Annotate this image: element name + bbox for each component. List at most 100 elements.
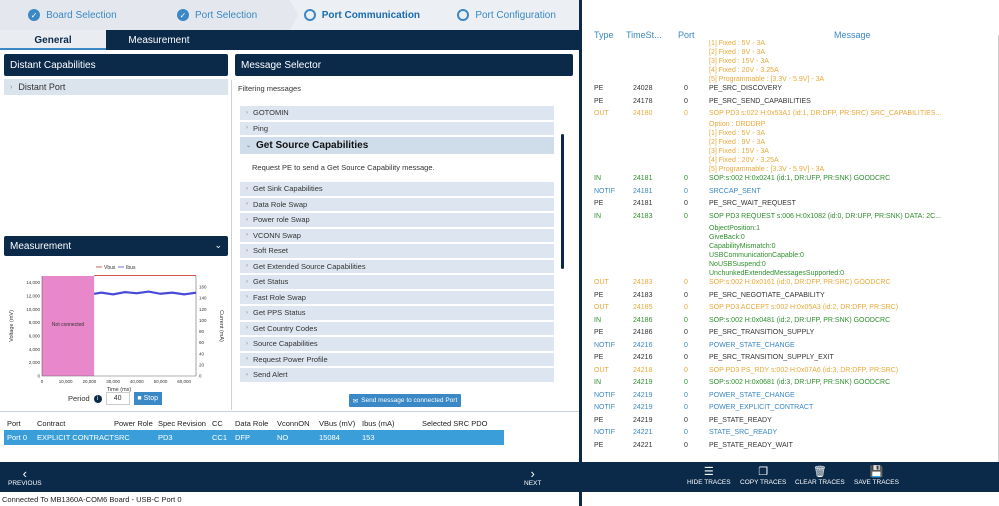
message-item[interactable]: › Request Power Profile: [240, 352, 554, 366]
trace-row[interactable]: NOTIF 24219 0 POWER_EXPLICIT_CONTRACT: [582, 404, 999, 417]
message-item[interactable]: › Power role Swap: [240, 213, 554, 227]
trace-row[interactable]: PE 24216 0 PE_SRC_TRANSITION_SUPPLY_EXIT: [582, 354, 999, 367]
trace-row-continuation[interactable]: [4] Fixed : 20V - 3.25A: [582, 67, 999, 76]
previous-label: PREVIOUS: [8, 480, 42, 487]
panel-splitter[interactable]: [579, 0, 582, 506]
send-message-button[interactable]: ✉ Send message to connected Port: [349, 394, 461, 407]
message-item[interactable]: › Get Status: [240, 275, 554, 289]
message-item[interactable]: › Get PPS Status: [240, 306, 554, 320]
port-table-cell: DFP: [235, 433, 250, 442]
trace-row[interactable]: NOTIF 24216 0 POWER_STATE_CHANGE: [582, 342, 999, 355]
stop-button[interactable]: ■ Stop: [133, 392, 162, 405]
trace-row-continuation[interactable]: [5] Programmable : [3.3V - 5.9V] - 3A: [582, 76, 999, 85]
trace-row[interactable]: PE 24221 0 PE_STATE_READY_WAIT: [582, 442, 999, 455]
save-traces-button[interactable]: 💾 SAVE TRACES: [854, 465, 899, 486]
message-label: Get Source Capabilities: [256, 140, 369, 151]
message-label: Power role Swap: [253, 215, 310, 225]
info-icon[interactable]: i: [93, 394, 102, 403]
message-item-expanded[interactable]: ⌄ Get Source Capabilities: [240, 137, 554, 154]
message-list-scrollbar[interactable]: [561, 134, 564, 269]
copy-traces-button[interactable]: ❐ COPY TRACES: [740, 465, 786, 486]
trace-row-continuation[interactable]: ObjectPosition:1: [582, 225, 999, 234]
trace-type: NOTIF: [594, 341, 615, 349]
trace-message-detail: [5] Programmable : [3.3V - 5.9V] - 3A: [709, 76, 825, 83]
trace-row[interactable]: NOTIF 24181 0 SRCCAP_SENT: [582, 188, 999, 201]
y-axis-label: Voltage (mV): [9, 310, 15, 342]
trace-row-continuation[interactable]: [3] Fixed : 15V - 3A: [582, 58, 999, 67]
message-item[interactable]: › VCONN Swap: [240, 228, 554, 242]
trace-row[interactable]: IN 24183 0 SOP PD3 REQUEST s:006 H:0x1082 (…: [582, 213, 999, 226]
next-button[interactable]: › NEXT: [524, 462, 541, 492]
trace-row-continuation[interactable]: GiveBack:0: [582, 234, 999, 243]
trace-timestamp: 24216: [633, 354, 653, 361]
y2-tick-label: 80: [199, 329, 205, 334]
trace-row[interactable]: PE 24028 0 PE_SRC_DISCOVERY: [582, 85, 999, 98]
col-port[interactable]: Port: [678, 30, 695, 40]
port-table-header-cell: Port: [7, 419, 21, 428]
period-input[interactable]: 40: [105, 392, 130, 405]
trace-row[interactable]: IN 24186 0 SOP:s:002 H:0x0481 (id:2, DR:UFP…: [582, 317, 999, 330]
trace-type: PE: [594, 97, 604, 105]
trace-row[interactable]: PE 24178 0 PE_SRC_SEND_CAPABILITIES: [582, 98, 999, 111]
trace-header: Type TimeSt... Port Message: [582, 30, 999, 42]
tab-general[interactable]: General: [0, 30, 106, 50]
col-timestamp[interactable]: TimeSt...: [626, 30, 662, 40]
trace-row-continuation[interactable]: [1] Fixed : 5V - 3A: [582, 130, 999, 139]
message-item[interactable]: › Ping: [240, 121, 554, 135]
step-port-selection[interactable]: ✓ Port Selection: [144, 0, 298, 30]
message-item[interactable]: › Get Sink Capabilities: [240, 182, 554, 196]
trace-row-continuation[interactable]: UnchunkedExtendedMessagesSupported:0: [582, 270, 999, 279]
trace-row[interactable]: OUT 24183 0 SOP:s:002 H:0x0161 (id:0, DR:DF…: [582, 279, 999, 292]
trace-message: POWER_EXPLICIT_CONTRACT: [709, 404, 814, 411]
message-item[interactable]: › Get Country Codes: [240, 321, 554, 335]
message-item[interactable]: › Fast Role Swap: [240, 290, 554, 304]
trace-row-continuation[interactable]: USBCommunicationCapable:0: [582, 252, 999, 261]
previous-button[interactable]: ‹ PREVIOUS: [8, 462, 42, 492]
distant-port-item[interactable]: › Distant Port: [4, 79, 228, 95]
trace-row-continuation[interactable]: [5] Programmable : [3.3V - 5.9V] - 3A: [582, 166, 999, 175]
trace-row[interactable]: IN 24181 0 SOP:s:002 H:0x0241 (id:1, DR:UFP…: [582, 175, 999, 188]
message-item[interactable]: › Get Extended Source Capabilities: [240, 259, 554, 273]
measurement-header[interactable]: Measurement ⌄: [4, 236, 228, 256]
trace-timestamp: 24221: [633, 441, 653, 449]
trace-row[interactable]: OUT 24180 0 SOP PD3 s:022 H:0x53A1 (id:1, D…: [582, 110, 999, 121]
message-item[interactable]: › Soft Reset: [240, 244, 554, 258]
trace-row-continuation[interactable]: [2] Fixed : 9V - 3A: [582, 49, 999, 58]
hide-traces-button[interactable]: ☰ HIDE TRACES: [687, 465, 731, 486]
trace-row-continuation[interactable]: [1] Fixed : 5V - 3A: [582, 40, 999, 49]
distant-capabilities-header: Distant Capabilities: [4, 54, 228, 76]
col-type[interactable]: Type: [594, 30, 614, 40]
table-row[interactable]: Port 0 EXPLICIT CONTRACT SRC PD3 CC1 DFP NO 150…: [4, 430, 504, 445]
send-icon: ✉: [352, 397, 359, 405]
message-label: Get Status: [253, 277, 289, 287]
message-item[interactable]: › Send Alert: [240, 368, 554, 382]
trace-row-continuation[interactable]: [2] Fixed : 9V - 3A: [582, 139, 999, 148]
trace-row-continuation[interactable]: [4] Fixed : 20V - 3.25A: [582, 157, 999, 166]
trace-row-continuation[interactable]: [3] Fixed : 15V - 3A: [582, 148, 999, 157]
step-board-selection[interactable]: ✓ Board Selection: [0, 0, 153, 30]
trace-row-continuation[interactable]: NoUSBSuspend:0: [582, 261, 999, 270]
trace-row[interactable]: NOTIF 24219 0 POWER_STATE_CHANGE: [582, 392, 999, 405]
step-port-configuration[interactable]: Port Configuration: [434, 0, 579, 30]
trace-row[interactable]: PE 24186 0 PE_SRC_TRANSITION_SUPPLY: [582, 329, 999, 342]
trace-row-continuation[interactable]: CapabilityMismatch:0: [582, 243, 999, 252]
trace-row[interactable]: OUT 24218 0 SOP PD3 PS_RDY s:002 H:0x07A6 (…: [582, 367, 999, 380]
trace-port: 0: [684, 279, 688, 286]
trace-type: NOTIF: [594, 404, 615, 411]
message-item[interactable]: › Data Role Swap: [240, 197, 554, 211]
trace-row[interactable]: IN 24219 0 SOP:s:002 H:0x0681 (id:3, DR:UFP…: [582, 379, 999, 392]
trace-row[interactable]: NOTIF 24221 0 STATE_SRC_READY: [582, 429, 999, 442]
trace-row-continuation[interactable]: Option : DRDDRP: [582, 121, 999, 130]
step-port-communication[interactable]: Port Communication: [290, 0, 435, 30]
trace-row[interactable]: PE 24219 0 PE_STATE_READY: [582, 417, 999, 430]
clear-traces-button[interactable]: 🗑 CLEAR TRACES: [795, 465, 845, 486]
trace-row[interactable]: OUT 24185 0 SOP PD3 ACCEPT s:002 H:0x05A3 (…: [582, 304, 999, 317]
col-message[interactable]: Message: [834, 30, 871, 40]
trace-row[interactable]: PE 24183 0 PE_SRC_NEGOTIATE_CAPABILITY: [582, 292, 999, 305]
tab-measurement[interactable]: Measurement: [128, 34, 190, 46]
trace-row[interactable]: PE 24181 0 PE_SRC_WAIT_REQUEST: [582, 200, 999, 213]
message-item[interactable]: › GOTOMIN: [240, 106, 554, 120]
message-item[interactable]: › Source Capabilities: [240, 337, 554, 351]
trace-message: SRCCAP_SENT: [709, 187, 761, 195]
trash-icon: 🗑: [812, 466, 827, 478]
